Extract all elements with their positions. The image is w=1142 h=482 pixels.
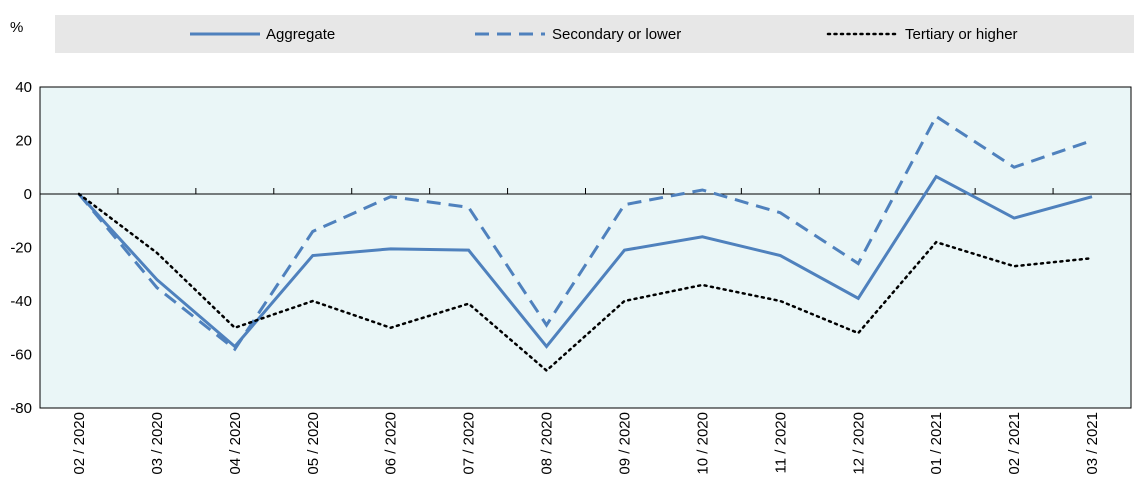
series-line (77, 114, 1093, 352)
x-tick-label: 06 / 2020 (383, 412, 400, 475)
x-tick-label: 10 / 2020 (694, 412, 711, 475)
legend-label: Tertiary or higher (905, 26, 1018, 43)
x-axis: 02 / 2020 03 / 2020 04 / 2020 05 / 2020 06 /… (39, 188, 1132, 475)
x-tick-label: 12 / 2020 (850, 412, 867, 475)
legend-label: Secondary or lower (552, 26, 681, 43)
y-tick-label: -80 (10, 400, 32, 417)
y-tick-label: 20 (15, 133, 32, 150)
series-line (77, 192, 1094, 373)
x-tick-label: 03 / 2021 (1084, 412, 1101, 475)
y-tick-label: -20 (10, 240, 32, 257)
x-tick-label: 11 / 2020 (772, 412, 789, 473)
x-tick-label: 07 / 2020 (461, 412, 478, 475)
series-lines (77, 114, 1094, 373)
x-tick-label: 03 / 2020 (149, 412, 166, 475)
x-tick-label: 02 / 2020 (71, 412, 88, 475)
x-tick-label: 08 / 2020 (539, 412, 556, 475)
legend-label: Aggregate (266, 26, 335, 43)
x-tick-label: 01 / 2021 (928, 412, 945, 475)
legend: Aggregate Secondary or lower Tertiary or h… (190, 26, 1018, 43)
y-axis: 40 20 0 -20 -40 -60 -80 (10, 79, 32, 417)
x-tick-label: 09 / 2020 (616, 412, 633, 475)
x-tick-label: 05 / 2020 (305, 412, 322, 475)
plot-area (39, 86, 1132, 409)
y-tick-label: 40 (15, 79, 32, 96)
y-unit-label: % (10, 19, 23, 36)
x-tick-label: 02 / 2021 (1006, 412, 1023, 475)
y-tick-label: -60 (10, 347, 32, 364)
y-tick-label: -40 (10, 293, 32, 310)
x-tick-label: 04 / 2020 (227, 412, 244, 475)
y-tick-label: 0 (24, 186, 32, 203)
